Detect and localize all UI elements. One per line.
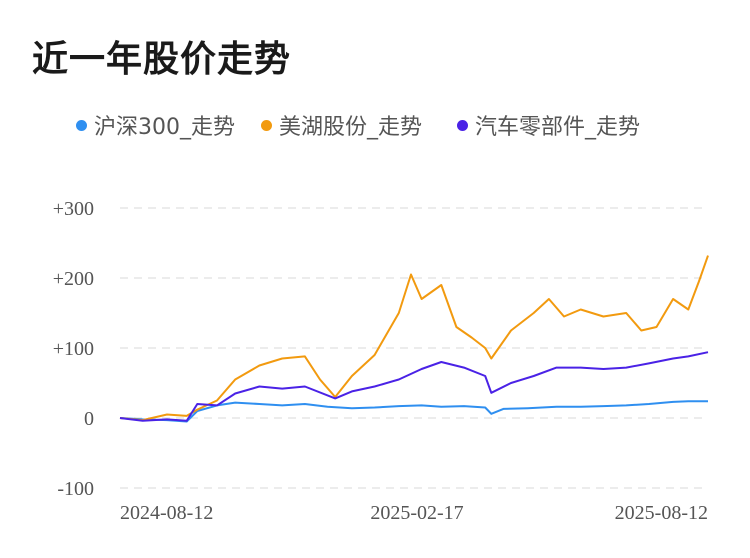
x-tick-label: 2025-08-12 <box>615 502 708 524</box>
y-tick-label: +300 <box>53 198 94 220</box>
legend-dot-icon <box>76 119 87 131</box>
y-tick-label: 0 <box>84 408 94 430</box>
legend-dot-icon <box>261 119 272 131</box>
legend-item-hs300[interactable]: 沪深300_走势 <box>76 108 235 142</box>
series-line-auto-parts <box>119 351 709 422</box>
legend-label: 沪深300_走势 <box>94 115 235 140</box>
y-tick-label: -100 <box>57 478 94 500</box>
chart-legend: 沪深300_走势 美湖股份_走势 汽车零部件_走势 <box>0 108 750 142</box>
legend-dot-icon <box>457 119 468 131</box>
x-tick-label: 2025-02-17 <box>370 502 463 524</box>
y-tick-label: +100 <box>53 338 94 360</box>
series-line-hs300 <box>119 400 708 423</box>
legend-item-auto-parts[interactable]: 汽车零部件_走势 <box>457 108 640 142</box>
series-line-meihu <box>119 255 709 422</box>
x-tick-label: 2024-08-12 <box>120 502 213 524</box>
y-tick-label: +200 <box>53 268 94 290</box>
legend-label: 美湖股份_走势 <box>279 115 423 140</box>
legend-label: 汽车零部件_走势 <box>475 115 641 140</box>
y-axis-ticks: -100 0 +100 +200 +300 <box>53 198 94 500</box>
legend-item-meihu[interactable]: 美湖股份_走势 <box>261 108 422 142</box>
series-lines <box>119 255 709 423</box>
grid-lines <box>120 207 708 489</box>
page-title: 近一年股价走势 <box>32 39 292 80</box>
x-axis-ticks: 2024-08-12 2025-02-17 2025-08-12 <box>120 502 708 524</box>
